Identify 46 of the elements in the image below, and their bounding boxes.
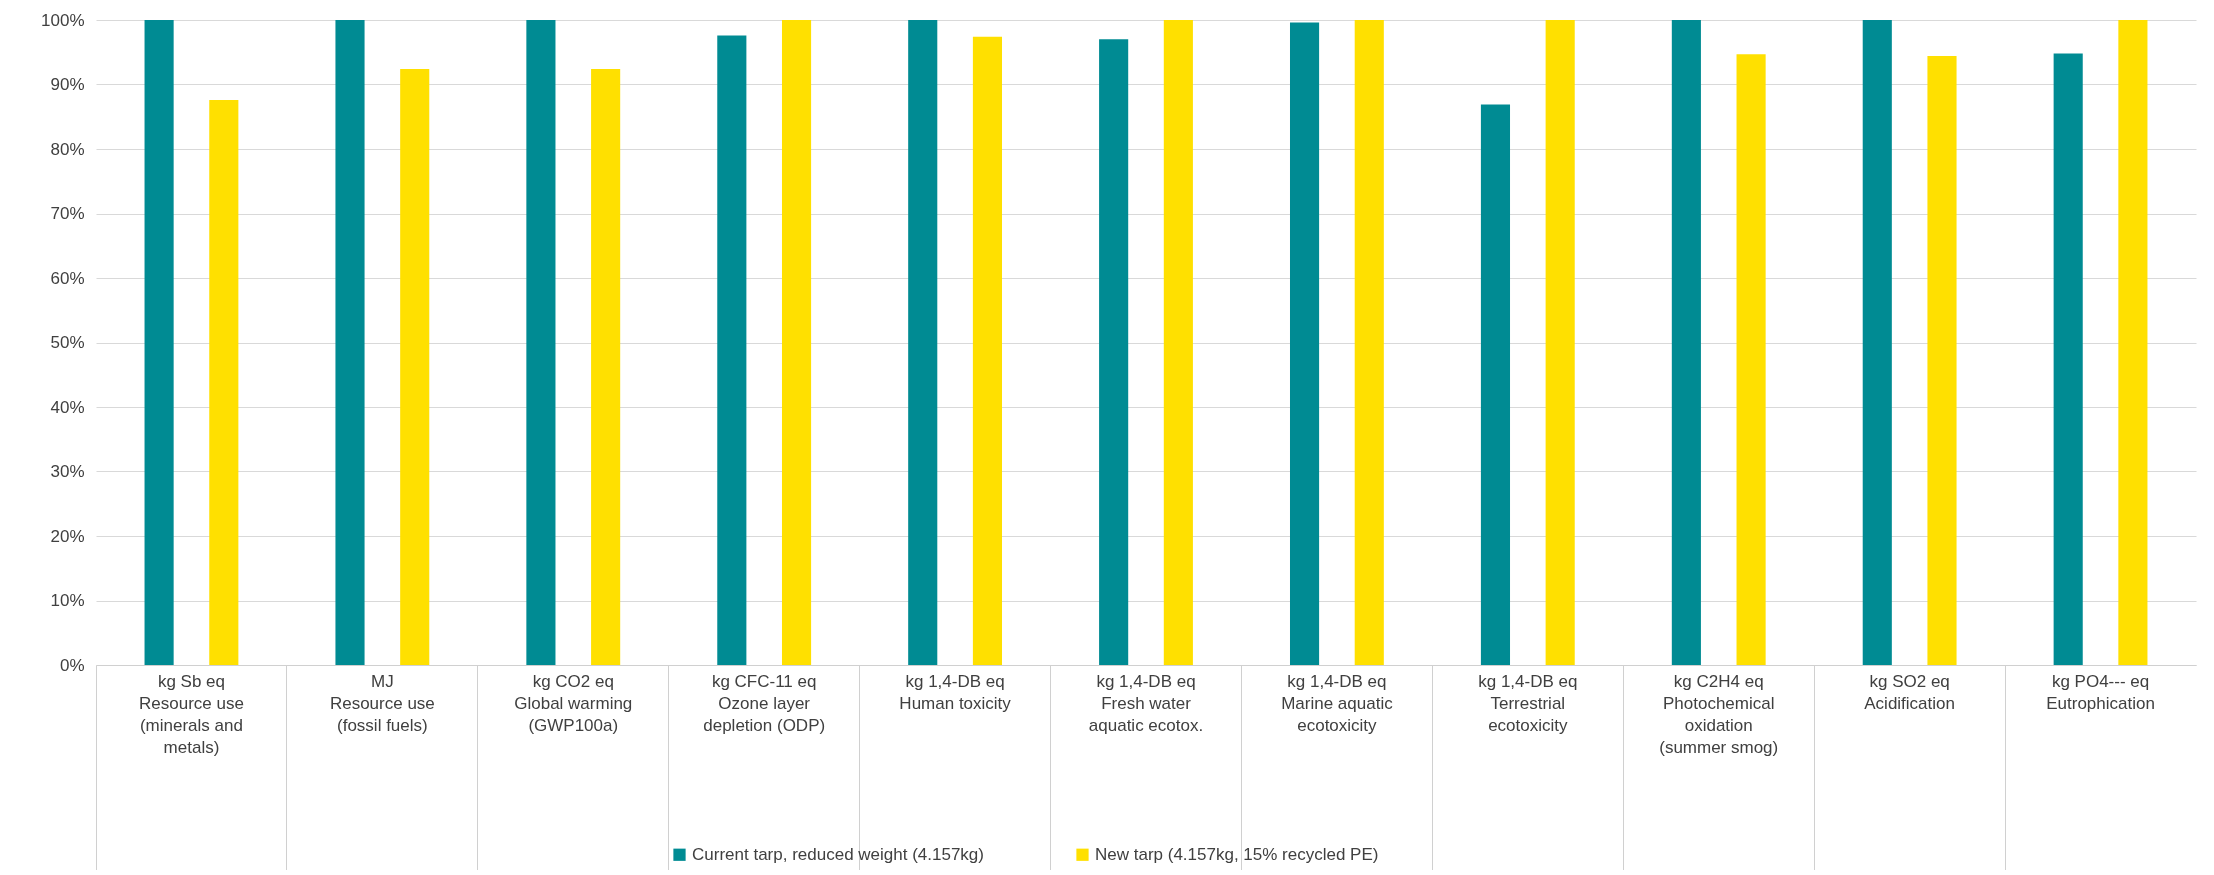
bar — [2118, 20, 2148, 665]
y-tick-label: 30% — [50, 462, 85, 481]
bar — [972, 36, 1003, 665]
bar — [209, 99, 239, 665]
bar — [1480, 104, 1511, 665]
legend-label: New tarp (4.157kg, 15% recycled PE) — [1095, 844, 1379, 864]
bar — [2053, 53, 2083, 665]
bar — [1862, 20, 1892, 665]
y-tick-label: 70% — [50, 204, 85, 223]
legend-label: Current tarp, reduced weight (4.157kg) — [692, 844, 984, 864]
x-tick-label: kg SO2 eq Acidification — [1864, 671, 1955, 713]
x-tick-label: kg CO2 eq Global warming (GWP100a) — [514, 671, 633, 735]
bar — [781, 20, 812, 665]
x-tick-label: kg C2H4 eq Photochemical oxidation (summer smog) — [1659, 671, 1779, 757]
y-tick-label: 40% — [50, 397, 85, 417]
y-tick-label: 20% — [50, 526, 85, 546]
y-tick-label: 10% — [50, 591, 85, 610]
x-tick-label: kg Sb eq Resource use (minerals and metals) — [139, 671, 244, 757]
y-tick-label: 100% — [41, 10, 85, 30]
bar — [1099, 39, 1129, 665]
y-tick-label: 80% — [50, 139, 85, 159]
y-tick-label: 50% — [50, 333, 85, 352]
x-tick-label: kg 1,4-DB eq Marine aquatic ecotoxicity — [1281, 671, 1394, 735]
x-tick-label: MJ Resource use (fossil fuels) — [329, 671, 435, 735]
x-tick-label: kg PO4--- eq Eutrophication — [2046, 671, 2155, 713]
bar — [1163, 20, 1193, 665]
x-tick-label: kg 1,4-DB eq Terrestrial ecotoxicity — [1478, 671, 1578, 735]
y-tick-label: 90% — [50, 75, 85, 94]
bar — [591, 69, 621, 665]
bar — [1671, 20, 1701, 665]
bar — [1545, 20, 1575, 665]
bar — [1354, 20, 1384, 665]
bar — [335, 20, 365, 665]
bar — [400, 69, 430, 665]
bar — [144, 20, 174, 665]
x-tick-label: kg 1,4-DB eq Human toxicity — [899, 671, 1012, 713]
x-tick-label: kg CFC-11 eq Ozone layer depletion (ODP) — [703, 671, 826, 735]
bar — [717, 35, 747, 665]
bar — [1736, 54, 1766, 665]
bar — [1927, 56, 1957, 665]
bar — [1289, 22, 1320, 665]
y-tick-label: 0% — [59, 655, 85, 675]
x-tick-label: kg 1,4-DB eq Fresh water aquatic ecotox. — [1088, 671, 1204, 735]
bar — [908, 20, 938, 665]
bar — [526, 20, 556, 665]
y-tick-label: 60% — [50, 268, 85, 288]
